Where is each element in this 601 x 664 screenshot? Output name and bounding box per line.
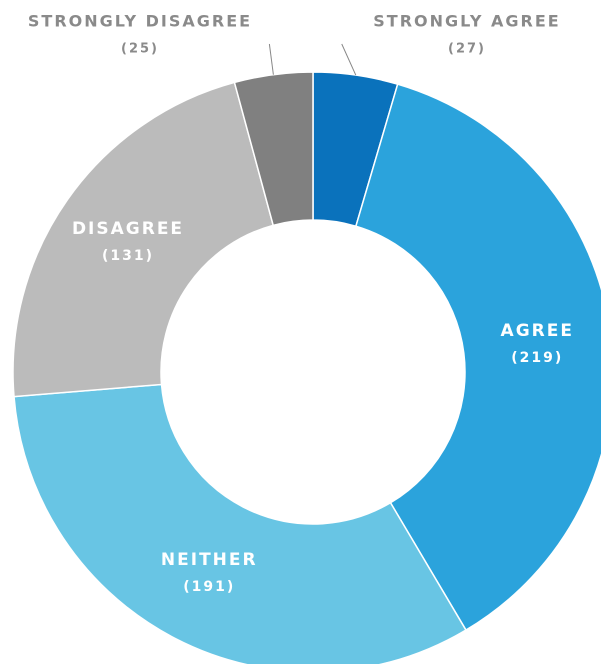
donut-segment <box>233 71 314 227</box>
segment-label: STRONGLY AGREE <box>373 12 560 31</box>
donut-segment <box>12 81 275 398</box>
leader-line <box>268 43 274 75</box>
donut-segment <box>354 83 601 632</box>
segment-label: AGREE <box>501 321 574 341</box>
segment-value: (191) <box>183 579 235 595</box>
segment-value: (25) <box>121 42 159 57</box>
segment-value: (27) <box>448 42 486 57</box>
segment-label: DISAGREE <box>72 219 184 239</box>
segment-label: NEITHER <box>161 550 258 570</box>
segment-value: (131) <box>102 248 154 264</box>
segment-label: STRONGLY DISAGREE <box>28 12 252 31</box>
segment-value: (219) <box>511 350 563 366</box>
donut-segment <box>13 383 467 664</box>
leader-line <box>341 43 357 76</box>
